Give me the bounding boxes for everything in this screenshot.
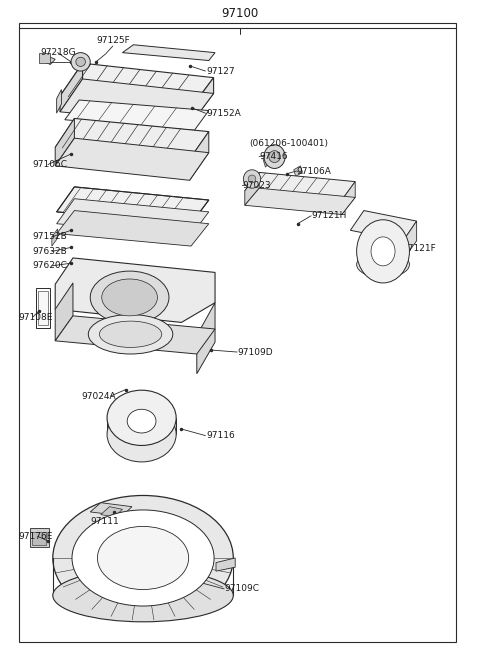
Text: 97116: 97116 xyxy=(206,431,235,440)
Ellipse shape xyxy=(90,271,169,324)
Ellipse shape xyxy=(99,321,162,347)
Polygon shape xyxy=(60,79,214,124)
Polygon shape xyxy=(41,55,55,64)
Ellipse shape xyxy=(53,495,233,620)
Ellipse shape xyxy=(243,170,261,188)
Polygon shape xyxy=(101,507,122,517)
Ellipse shape xyxy=(127,409,156,433)
Polygon shape xyxy=(294,166,302,176)
Text: 97100: 97100 xyxy=(221,7,259,20)
Ellipse shape xyxy=(357,251,409,278)
Ellipse shape xyxy=(71,53,90,71)
Polygon shape xyxy=(55,258,215,322)
Ellipse shape xyxy=(97,526,189,590)
Text: 97105C: 97105C xyxy=(33,160,68,169)
Polygon shape xyxy=(245,172,259,205)
Ellipse shape xyxy=(264,145,285,168)
Polygon shape xyxy=(55,138,209,180)
Polygon shape xyxy=(245,188,355,215)
Polygon shape xyxy=(60,63,83,112)
Text: 97125F: 97125F xyxy=(96,36,130,45)
Polygon shape xyxy=(197,303,215,374)
Text: 97620C: 97620C xyxy=(33,261,68,270)
Ellipse shape xyxy=(88,315,173,354)
Bar xyxy=(240,120,454,337)
Bar xyxy=(32,532,46,545)
Ellipse shape xyxy=(248,175,256,183)
Ellipse shape xyxy=(371,237,395,266)
Polygon shape xyxy=(403,221,417,259)
Text: 97127: 97127 xyxy=(206,66,235,76)
Text: 97109D: 97109D xyxy=(238,347,273,357)
Bar xyxy=(36,288,50,328)
Polygon shape xyxy=(57,89,61,113)
Text: 97121H: 97121H xyxy=(311,211,347,220)
Polygon shape xyxy=(350,211,417,241)
Polygon shape xyxy=(55,316,215,354)
Text: 97152B: 97152B xyxy=(33,232,67,241)
Polygon shape xyxy=(263,153,271,167)
Text: 97176E: 97176E xyxy=(18,532,53,541)
Polygon shape xyxy=(191,78,214,124)
Polygon shape xyxy=(52,229,58,246)
Polygon shape xyxy=(60,63,214,108)
Text: 97109C: 97109C xyxy=(225,584,260,594)
Polygon shape xyxy=(57,211,209,246)
Polygon shape xyxy=(187,114,192,134)
Text: 97416: 97416 xyxy=(259,152,288,161)
Bar xyxy=(38,291,48,325)
Text: 97152A: 97152A xyxy=(206,109,241,118)
Ellipse shape xyxy=(102,279,157,316)
Ellipse shape xyxy=(107,407,176,462)
Ellipse shape xyxy=(269,151,280,163)
Polygon shape xyxy=(55,283,73,341)
Polygon shape xyxy=(57,187,209,224)
Ellipse shape xyxy=(72,510,214,606)
Polygon shape xyxy=(190,132,209,180)
Text: 97121F: 97121F xyxy=(402,244,436,253)
Polygon shape xyxy=(57,199,209,236)
Ellipse shape xyxy=(107,390,176,445)
Bar xyxy=(30,528,49,547)
Polygon shape xyxy=(90,503,132,516)
Text: (061206-100401): (061206-100401) xyxy=(250,139,329,148)
Polygon shape xyxy=(55,118,74,166)
Polygon shape xyxy=(216,558,235,571)
Polygon shape xyxy=(55,118,209,159)
Ellipse shape xyxy=(76,57,85,66)
Text: 97106A: 97106A xyxy=(297,166,332,176)
Bar xyxy=(39,53,50,63)
Ellipse shape xyxy=(53,569,233,622)
Text: 97111: 97111 xyxy=(90,517,119,526)
Text: 97218G: 97218G xyxy=(41,48,76,57)
Polygon shape xyxy=(342,182,355,215)
Text: 97023: 97023 xyxy=(242,181,271,190)
Text: 97024A: 97024A xyxy=(82,392,116,401)
Polygon shape xyxy=(65,100,209,130)
Ellipse shape xyxy=(357,220,409,283)
Text: 97108E: 97108E xyxy=(18,313,53,322)
Polygon shape xyxy=(245,172,355,200)
Polygon shape xyxy=(122,45,215,61)
Text: 97632B: 97632B xyxy=(33,247,67,256)
